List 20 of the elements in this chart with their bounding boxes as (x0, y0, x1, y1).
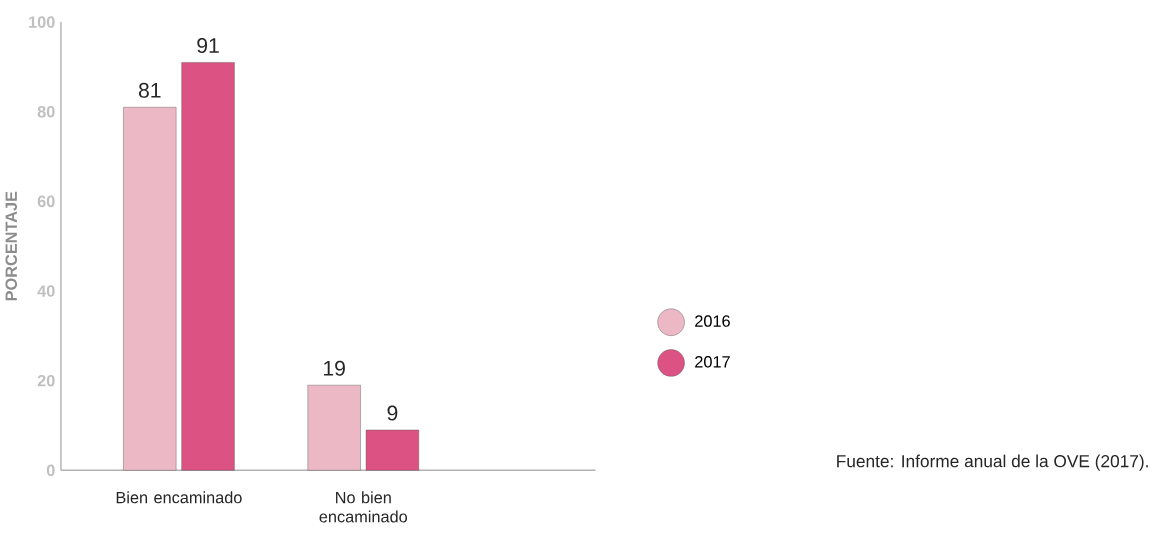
bar (123, 106, 177, 471)
legend-label: 2017 (695, 355, 730, 368)
y-tick-label: 100 (29, 16, 55, 28)
x-tick-label: Bien encaminado (116, 491, 242, 504)
legend-label: 2016 (695, 315, 730, 327)
data-label: 9 (387, 405, 398, 421)
y-tick-label: 40 (37, 285, 55, 297)
y-tick-label: 0 (46, 464, 55, 477)
data-label: 91 (197, 37, 219, 53)
y-tick-label: 20 (37, 374, 55, 387)
bar (365, 429, 419, 471)
x-tick-label: No bien encaminado (319, 491, 408, 523)
source-note: Fuente: Informe anual de la OVE (2017). (837, 454, 1148, 471)
data-label: 81 (138, 82, 161, 98)
bar (181, 62, 235, 471)
data-label: 19 (324, 360, 345, 376)
bar (307, 384, 361, 471)
y-axis-title: PORCENTAJE (5, 191, 18, 301)
y-tick-label: 80 (37, 105, 55, 118)
y-tick-label: 60 (37, 195, 55, 208)
